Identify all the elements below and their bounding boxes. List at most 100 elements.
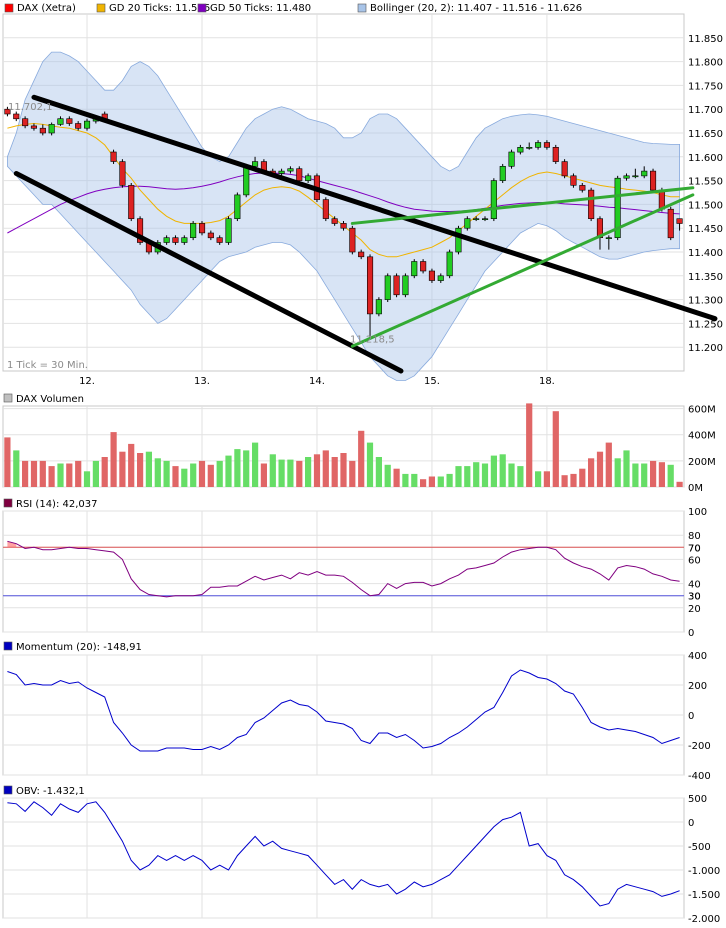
legend-swatch xyxy=(197,3,207,13)
momentum-legend-swatch xyxy=(3,641,13,651)
candle-body xyxy=(358,251,365,258)
obv-ytick-label: -1.000 xyxy=(688,866,720,877)
candle-body xyxy=(455,227,462,253)
volume-bar xyxy=(216,460,223,487)
candle-body xyxy=(234,194,241,219)
candle-body xyxy=(473,218,480,220)
obv-ytick-label: -500 xyxy=(688,842,711,853)
tick-interval-label: 1 Tick = 30 Min. xyxy=(7,360,88,371)
candle-body xyxy=(570,175,577,186)
candle-body xyxy=(216,237,223,243)
candle-body xyxy=(181,237,188,243)
volume-bar xyxy=(331,457,338,487)
candle-body xyxy=(402,275,409,296)
rsi-reference-label: 70 xyxy=(688,543,701,554)
volume-ytick-label: 600M xyxy=(688,405,716,416)
candle-body xyxy=(243,166,250,196)
volume-bar xyxy=(543,471,550,487)
volume-bar xyxy=(526,403,533,487)
volume-bar xyxy=(57,463,64,487)
rsi-ytick-label: 40 xyxy=(688,580,701,591)
bollinger-band xyxy=(7,51,680,381)
legend-label: Bollinger (20, 2): 11.407 - 11.516 - 11.… xyxy=(370,3,582,14)
volume-bar xyxy=(393,468,400,487)
candle-body xyxy=(481,218,489,220)
candle-body xyxy=(110,151,117,162)
volume-bar xyxy=(588,458,595,487)
price-ytick-label: 11.550 xyxy=(688,177,723,188)
candle-body xyxy=(534,142,542,148)
volume-bar xyxy=(128,443,135,487)
candle-body xyxy=(446,251,453,277)
rsi-ytick-label: 20 xyxy=(688,604,701,615)
volume-bar xyxy=(358,430,365,487)
volume-bar xyxy=(4,437,11,487)
rsi-zone-fill xyxy=(7,541,17,548)
price-ytick-label: 11.650 xyxy=(688,129,723,140)
volume-bar xyxy=(225,455,232,487)
momentum-ytick-label: 400 xyxy=(688,651,707,662)
volume-bar xyxy=(154,458,161,487)
candle-body xyxy=(39,127,46,134)
candle-body xyxy=(57,118,64,125)
candle-body xyxy=(384,275,391,300)
volume-bar xyxy=(428,476,435,487)
volume-bar xyxy=(420,479,427,487)
volume-bar xyxy=(234,449,241,487)
volume-bar xyxy=(119,451,126,487)
obv-ytick-label: -2.000 xyxy=(688,914,720,925)
volume-bar xyxy=(473,462,480,487)
price-ytick-label: 11.300 xyxy=(688,296,723,307)
low-annotation: 11.218,5 xyxy=(350,334,395,345)
volume-bar xyxy=(464,466,471,487)
volume-bar xyxy=(322,450,329,487)
obv-title: OBV: -1.432,1 xyxy=(16,786,85,797)
volume-bar xyxy=(190,463,197,487)
volume-ytick-label: 400M xyxy=(688,431,716,442)
price-ytick-label: 11.500 xyxy=(688,200,723,211)
candle-body xyxy=(499,166,506,181)
momentum-line xyxy=(7,669,680,752)
volume-bar xyxy=(481,463,489,487)
volume-bar xyxy=(269,454,276,487)
candle-body xyxy=(614,177,621,238)
volume-bar xyxy=(632,463,639,487)
candle-body xyxy=(287,168,294,172)
price-ytick-label: 11.600 xyxy=(688,153,723,164)
volume-bar xyxy=(198,460,206,487)
volume-bar xyxy=(66,463,73,487)
volume-bar xyxy=(172,466,179,487)
candle-body xyxy=(526,147,533,149)
volume-bar xyxy=(552,411,559,487)
rsi-ytick-label: 70 xyxy=(688,543,701,554)
volume-bar xyxy=(13,450,20,487)
candle-body xyxy=(623,175,630,179)
obv-ytick-label: 500 xyxy=(688,794,707,805)
volume-bar xyxy=(658,462,665,487)
rsi-line xyxy=(7,540,680,598)
volume-bar xyxy=(163,460,170,487)
rsi-ytick-label: 100 xyxy=(688,507,707,518)
high-annotation: 11.702,1 xyxy=(8,102,53,113)
volume-bar xyxy=(252,442,259,487)
candle-body xyxy=(588,189,595,220)
candle-body xyxy=(632,175,639,178)
trend-line xyxy=(31,94,718,322)
candle-body xyxy=(605,237,612,239)
volume-bar xyxy=(517,466,524,487)
candle-body xyxy=(508,151,515,167)
legend-swatch xyxy=(4,3,14,13)
candle-body xyxy=(641,170,648,177)
rsi-ytick-label: 80 xyxy=(688,531,701,542)
x-axis-date-label: 15. xyxy=(424,376,440,387)
candle-body xyxy=(252,161,259,167)
candle-body xyxy=(667,208,674,239)
volume-bar xyxy=(446,473,453,487)
rsi-ytick-label: 0 xyxy=(688,628,694,639)
volume-bar xyxy=(340,453,347,487)
rsi-reference-label: 30 xyxy=(688,592,701,603)
legend-label: GD 20 Ticks: 11.516 xyxy=(109,3,210,14)
momentum-ytick-label: -200 xyxy=(688,741,711,752)
candle-body xyxy=(30,125,38,129)
